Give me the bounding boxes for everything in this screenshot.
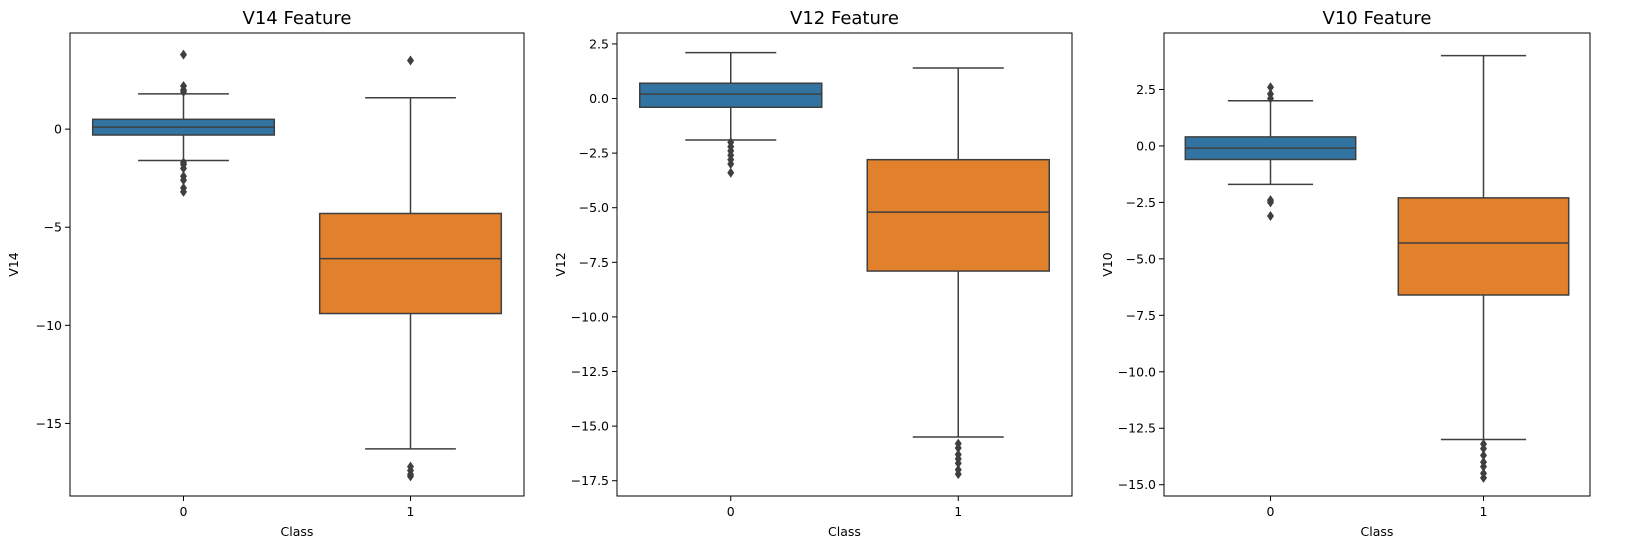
outlier-point [407, 471, 414, 482]
x-tick-label: 0 [180, 504, 188, 519]
y-tick-label: −15.0 [1118, 477, 1156, 492]
y-axis-label: V12 [553, 252, 568, 276]
y-tick-label: −5 [44, 220, 62, 235]
y-tick-label: −12.5 [571, 364, 609, 379]
outlier-point [1480, 443, 1487, 454]
chart-title: V12 Feature [790, 8, 899, 29]
iqr-box [1397, 197, 1570, 296]
iqr-box [866, 158, 1050, 272]
y-tick-label: 2.5 [589, 36, 609, 51]
y-axis-label: V10 [1100, 252, 1115, 277]
x-axis-label: Class [1361, 524, 1394, 539]
plot-frame [69, 32, 525, 497]
y-tick-label: −10.0 [1118, 364, 1156, 379]
y-axis-label: V14 [6, 252, 21, 277]
panel-2: V12 Feature 2.5 0.0 −2.5 −5.0 −7.5 −10.0 −12.5 −… [553, 8, 1073, 539]
y-tick-label: 2.5 [1136, 82, 1156, 97]
plot-frame [616, 32, 1073, 497]
outlier-point [727, 159, 735, 170]
outlier-point [1480, 461, 1487, 472]
box-class-1 [318, 55, 503, 482]
y-tick-label: −17.5 [571, 473, 609, 488]
outlier-point [1267, 210, 1274, 221]
box-class-1 [1397, 54, 1570, 483]
outlier-point [180, 186, 187, 197]
outlier-point [954, 469, 962, 480]
outlier-point [954, 442, 962, 453]
y-tick-label: −10 [36, 318, 62, 333]
y-tick-label: 0.0 [589, 91, 609, 106]
y-tick-label: 0 [54, 122, 62, 137]
x-tick-label: 1 [1480, 504, 1488, 519]
y-tick-label: −7.5 [579, 255, 609, 270]
outlier-point [180, 86, 187, 97]
outlier-point [1480, 472, 1487, 483]
y-tick-label: −15.0 [571, 419, 609, 434]
outlier-point [180, 175, 187, 186]
x-tick-label: 1 [954, 504, 962, 519]
chart-title: V10 Feature [1323, 8, 1432, 29]
box-class-0 [1184, 82, 1357, 221]
outlier-point [727, 167, 735, 178]
y-tick-label: −5.0 [579, 200, 609, 215]
y-tick-label: −2.5 [579, 146, 609, 161]
x-axis-label: Class [828, 524, 861, 539]
y-tick-label: 0.0 [1136, 138, 1156, 153]
x-tick-label: 1 [407, 504, 415, 519]
outlier-point [180, 49, 187, 60]
box-class-1 [866, 67, 1050, 480]
y-tick-label: −15 [36, 416, 62, 431]
outlier-point [1480, 450, 1487, 461]
y-tick-label: −7.5 [1126, 308, 1156, 323]
box-class-0 [91, 49, 276, 197]
panel-3: V10 Feature 2.5 0.0 −2.5 −5.0 −7.5 −10.0 −12.5 −… [1100, 8, 1591, 539]
outlier-point [1267, 197, 1274, 208]
outlier-point [954, 458, 962, 469]
y-tick-label: −12.5 [1118, 421, 1156, 436]
x-tick-label: 0 [1267, 504, 1275, 519]
y-tick-label: −10.0 [571, 309, 609, 324]
outlier-point [1267, 82, 1274, 93]
outlier-point [407, 55, 414, 66]
outlier-point [1267, 93, 1274, 104]
x-tick-label: 0 [727, 504, 735, 519]
outlier-point [180, 163, 187, 174]
panel-1: V14 Feature 0 −5 −10 −15 0 1 Class V14 [6, 8, 525, 539]
y-tick-label: −2.5 [1126, 195, 1156, 210]
chart-title: V14 Feature [243, 8, 352, 29]
iqr-box [318, 212, 503, 315]
box-class-0 [639, 51, 823, 178]
iqr-box [639, 82, 823, 109]
plot-frame [1163, 32, 1591, 497]
y-tick-label: −5.0 [1126, 251, 1156, 266]
x-axis-label: Class [281, 524, 314, 539]
